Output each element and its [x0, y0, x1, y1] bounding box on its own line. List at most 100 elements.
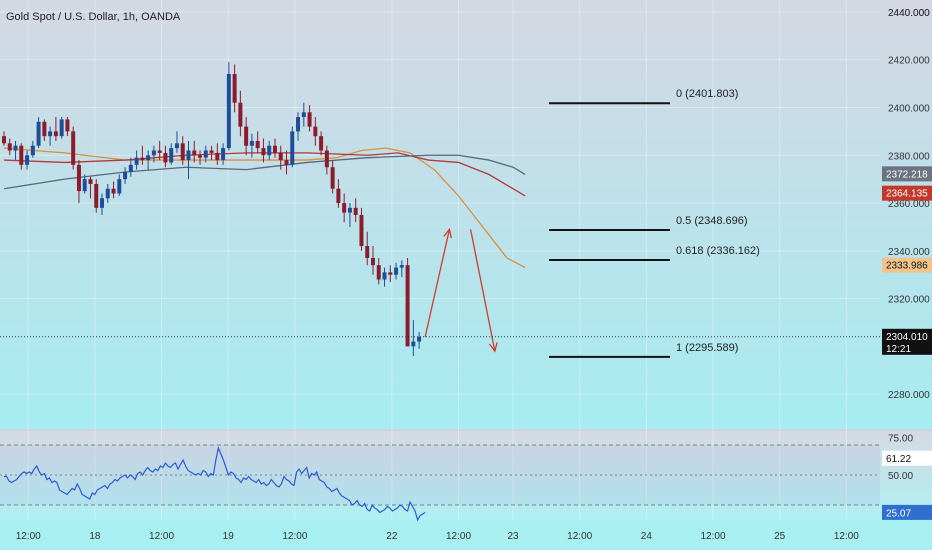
candle — [267, 140, 272, 161]
candle-body — [359, 215, 364, 247]
candle-body — [319, 136, 324, 151]
candle — [186, 140, 191, 180]
candle-body — [347, 207, 352, 213]
time-axis[interactable]: 12:00 18 12:00 19 12:00 22 12:00 23 12:00 24 12:00… — [16, 531, 860, 542]
candle — [82, 174, 87, 194]
candle — [232, 64, 237, 113]
projection-arrows — [0, 227, 880, 353]
candle — [146, 150, 151, 170]
time-tick-label: 24 — [641, 531, 653, 542]
candle-body — [82, 179, 87, 192]
candle-body — [13, 145, 18, 151]
price-badge: 2333.986 — [882, 257, 932, 273]
candle — [134, 150, 139, 170]
candle — [94, 179, 99, 213]
candle — [244, 117, 249, 156]
chart-title: Gold Spot / U.S. Dollar, 1h, OANDA — [6, 11, 181, 23]
candle — [365, 231, 370, 266]
time-tick-label: 23 — [507, 531, 519, 542]
candle-body — [307, 112, 312, 127]
time-tick-label: 22 — [386, 531, 398, 542]
fib-level-label: 0 (2401.803) — [676, 88, 738, 100]
candle-body — [203, 150, 208, 158]
time-tick-label: 12:00 — [567, 531, 592, 542]
price-badge-bg — [882, 166, 932, 182]
projection-arrow-head — [443, 227, 453, 239]
candle-body — [146, 155, 151, 161]
candle — [370, 246, 375, 275]
price-badge-countdown: 12:21 — [886, 344, 911, 355]
candle-body — [105, 188, 110, 199]
candle — [53, 117, 58, 141]
candle — [209, 145, 214, 161]
price-badge-label: 2333.986 — [886, 261, 928, 272]
candle-body — [59, 119, 64, 137]
price-badge-label: 2372.218 — [886, 169, 928, 180]
candle-body — [30, 145, 35, 156]
candle — [111, 181, 116, 199]
candle — [330, 160, 335, 194]
candle-body — [76, 164, 81, 192]
price-tick-label: 2320.000 — [888, 295, 930, 306]
candle-body — [411, 341, 416, 347]
candle — [100, 193, 105, 215]
candle-body — [94, 183, 99, 208]
candle-body — [399, 265, 404, 268]
candle — [359, 207, 364, 251]
candle-body — [313, 126, 318, 137]
candle — [284, 150, 289, 175]
rsi-badge-label: 25.07 — [886, 508, 911, 519]
candle-body — [7, 143, 12, 151]
candle — [174, 131, 179, 153]
candle — [71, 126, 76, 170]
candle — [151, 145, 156, 163]
candle-body — [336, 188, 341, 204]
candle-body — [100, 198, 105, 208]
candle — [13, 140, 18, 161]
price-badge-bg — [882, 185, 932, 201]
candle — [221, 143, 226, 165]
candle — [353, 198, 358, 223]
candle — [198, 150, 203, 165]
candle-body — [192, 150, 197, 156]
candle — [169, 143, 174, 165]
candle-body — [71, 131, 76, 165]
candle — [7, 138, 12, 156]
candle-body — [128, 164, 133, 172]
candle-body — [140, 157, 145, 161]
price-badge-bg — [882, 257, 932, 273]
candle — [376, 258, 381, 285]
candle — [163, 145, 168, 168]
candle — [272, 138, 277, 158]
candle-body — [255, 140, 260, 149]
price-badge-label: 2304.010 — [886, 332, 928, 343]
candle — [394, 262, 399, 280]
candle-body — [209, 150, 214, 153]
candle-body — [163, 152, 168, 163]
candle-body — [65, 119, 70, 132]
candle — [324, 145, 329, 175]
candle-body — [169, 148, 174, 163]
price-tick-label: 2340.000 — [888, 247, 930, 258]
candle — [405, 258, 410, 347]
price-badge: 2372.218 — [882, 166, 932, 182]
candle-body — [186, 150, 191, 161]
candle-body — [353, 207, 358, 215]
candle — [42, 119, 47, 141]
candle — [215, 143, 220, 165]
candle — [48, 126, 53, 146]
candle-body — [267, 145, 272, 156]
candle-body — [180, 143, 185, 161]
rsi-badge-label: 61.22 — [886, 454, 911, 465]
price-axis[interactable]: 2440.000 2420.000 2400.000 2380.000 2360.000… — [882, 8, 932, 401]
fib-levels[interactable]: 0 (2401.803) 0.5 (2348.696) 0.618 (2336.16… — [549, 88, 760, 358]
fib-level-label: 0.618 (2336.162) — [676, 245, 760, 257]
candle — [255, 131, 260, 153]
candle — [2, 131, 6, 146]
candle — [140, 145, 145, 165]
candle-body — [151, 150, 156, 156]
candle-body — [48, 131, 53, 137]
time-tick-label: 12:00 — [701, 531, 726, 542]
candle — [296, 112, 301, 141]
